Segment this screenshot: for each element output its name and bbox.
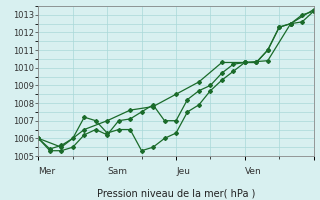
Text: Pression niveau de la mer( hPa ): Pression niveau de la mer( hPa ) (97, 189, 255, 199)
Text: Mer: Mer (38, 167, 56, 176)
Text: Ven: Ven (245, 167, 261, 176)
Text: Sam: Sam (107, 167, 127, 176)
Text: Jeu: Jeu (176, 167, 190, 176)
